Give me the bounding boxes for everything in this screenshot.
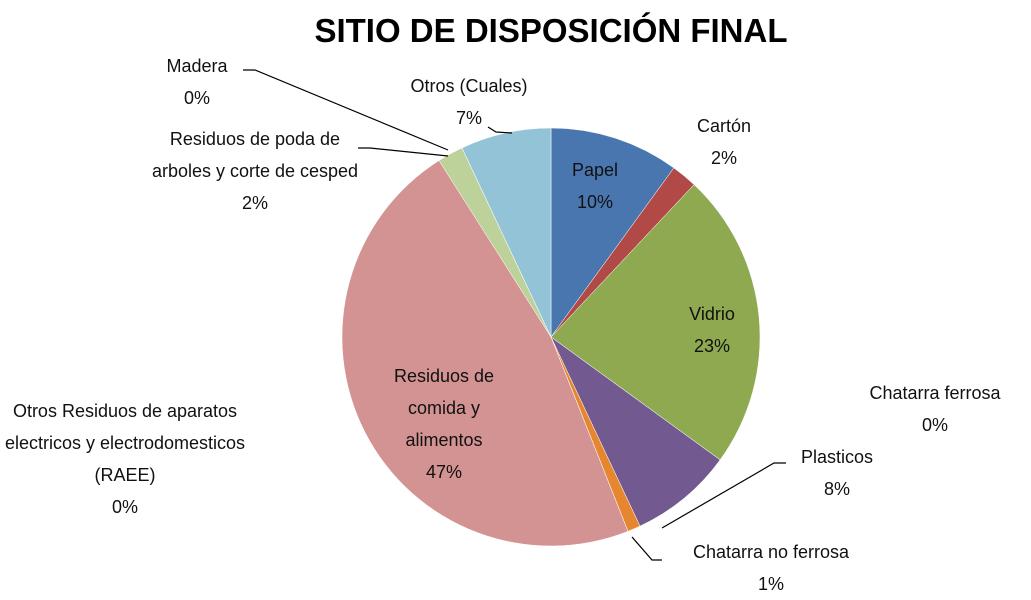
leader-line [243,69,449,151]
pie-slice [341,160,629,547]
slice-label: Residuos de comida y alimentos 47% [369,360,519,488]
leader-line [487,126,513,134]
value-label: 2% [710,148,737,168]
value-label: 2% [241,193,268,213]
pie-slice [550,184,761,461]
slice-label: Otros Residuos de aparatos electricos y … [0,395,250,523]
value-label: 1% [757,574,784,594]
value-label: 23% [693,336,731,356]
leader-line [358,147,449,157]
slice-label: Chatarra ferrosa 0% [835,377,1031,441]
leader-lines [243,69,786,561]
category-label: Residuos de poda de arboles y corte de c… [151,129,359,181]
slice-label: Madera 0% [147,50,247,114]
value-label: 7% [455,108,482,128]
category-label: Papel [571,160,619,180]
category-label: Madera [166,56,228,76]
category-label: Chatarra no ferrosa [692,542,850,562]
category-label: Chatarra ferrosa [869,383,1001,403]
slice-label: Papel 10% [545,154,645,218]
value-label: 47% [425,462,463,482]
value-label: 0% [183,88,210,108]
leader-line [631,536,662,561]
value-label: 0% [111,497,138,517]
category-label: Vidrio [689,304,735,324]
category-label: Cartón [696,116,752,136]
value-label: 8% [823,479,850,499]
value-label: 10% [576,192,614,212]
category-label: Plasticos [800,447,874,467]
chart-title: SITIO DE DISPOSICIÓN FINAL [314,12,788,49]
slice-label: Otros (Cuales) 7% [379,70,559,134]
slices [341,127,761,547]
slice-label: Plasticos 8% [777,441,897,505]
slice-label: Cartón 2% [674,110,774,174]
slice-label: Residuos de poda de arboles y corte de c… [145,123,365,219]
slice-label: Vidrio 23% [662,298,762,362]
leader-line [661,462,786,529]
category-label: Otros Residuos de aparatos electricos y … [4,401,246,485]
category-label: Residuos de comida y alimentos [393,366,495,450]
category-label: Otros (Cuales) [410,76,528,96]
pie-slice [550,336,721,527]
pie-slice [550,127,675,338]
value-label: 0% [921,415,948,435]
slice-label: Chatarra no ferrosa 1% [651,536,891,600]
